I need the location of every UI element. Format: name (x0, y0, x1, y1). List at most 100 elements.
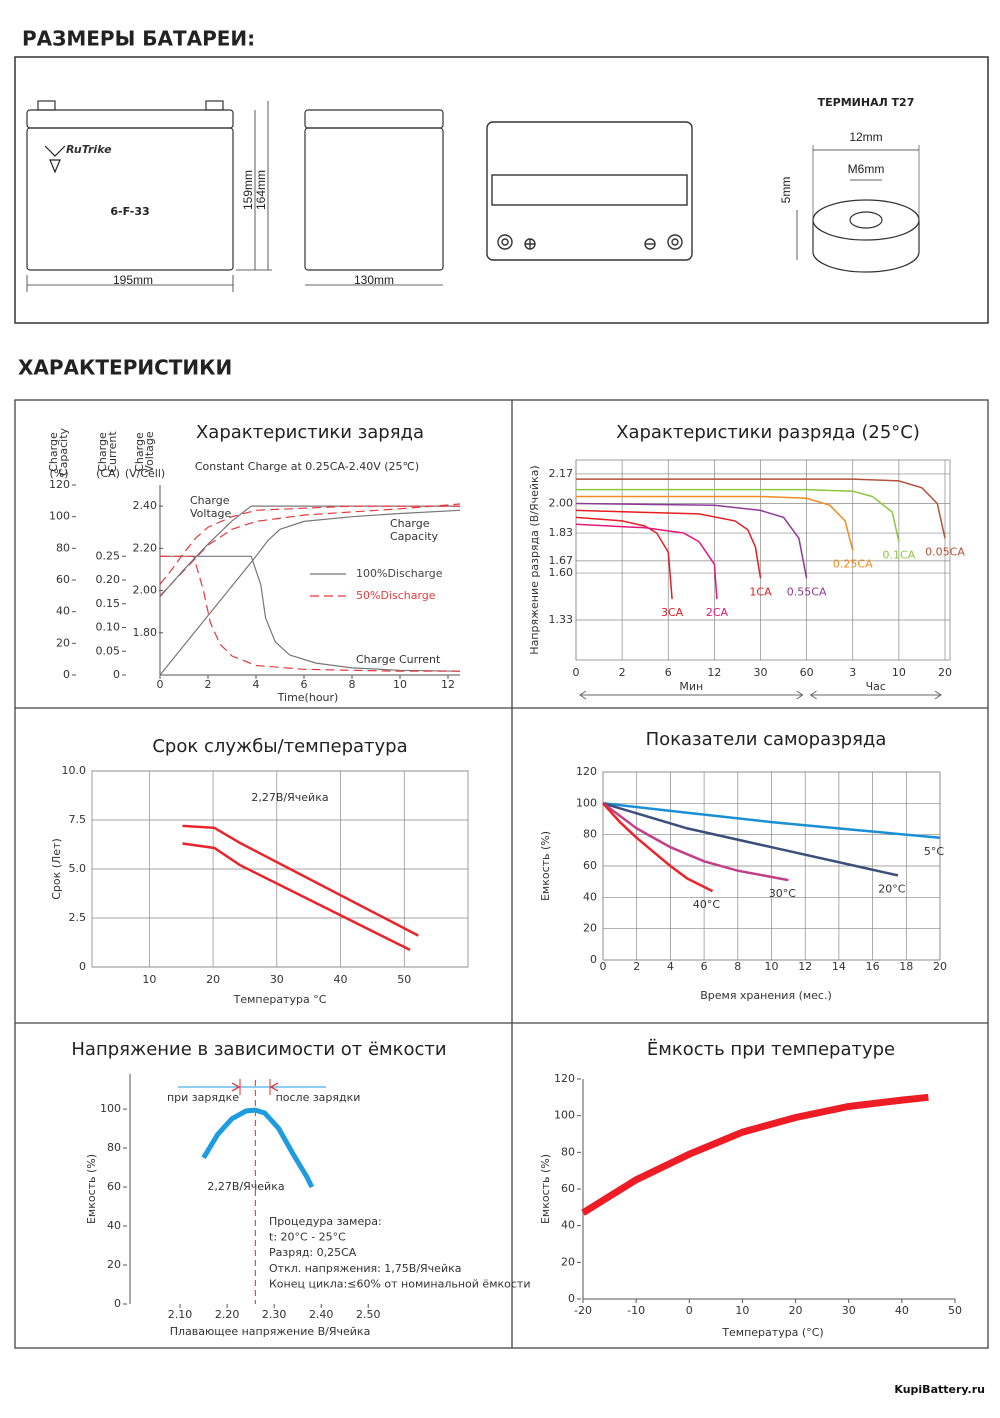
terminal-height-label: 5mm (779, 177, 793, 204)
annotation: Capacity (390, 530, 439, 543)
x-tick-label: 30 (842, 1304, 856, 1317)
x-tick-label: 20 (789, 1304, 803, 1317)
x-tick-label: 40 (895, 1304, 909, 1317)
x-tick-label: 30 (754, 666, 768, 679)
x-axis-label: Температура (°C) (721, 1326, 823, 1339)
y-tick-label: 120 (576, 765, 597, 778)
chart-title: Напряжение в зависимости от ёмкости (71, 1039, 446, 1060)
series-line (159, 505, 460, 585)
y-tick-label: 60 (561, 1182, 575, 1195)
series-line (575, 502, 808, 579)
x-tick-label: 8 (734, 960, 741, 973)
note: Конец цикла:≤60% от номинальной ёмкости (269, 1277, 530, 1290)
y-tick-label: 1.83 (549, 526, 574, 539)
y-tick-label: 60 (56, 573, 70, 586)
axis-label: Current (106, 431, 119, 473)
y-tick-label: 120 (554, 1072, 575, 1085)
y-tick-label: 80 (56, 541, 70, 554)
x-tick-label: 12 (798, 960, 812, 973)
y-axis-label: Емкость (%) (539, 1154, 552, 1224)
series-line (581, 1093, 929, 1216)
x-tick-label: 0 (157, 678, 164, 691)
x-tick-label: 2.40 (309, 1308, 334, 1321)
series-line (160, 555, 461, 672)
x-tick-label: 20 (933, 960, 947, 973)
axis-label: Charge (96, 432, 109, 472)
y-axis-label: Напряжение разряда (В/Ячейка) (528, 465, 541, 654)
series-label: 3CA (661, 606, 684, 619)
x-tick-label: 18 (899, 960, 913, 973)
annotation: Charge (190, 494, 230, 507)
battery-side (304, 109, 444, 286)
x-tick-label: -20 (574, 1304, 592, 1317)
axis-label: Voltage (143, 431, 156, 472)
y-tick-label: 20 (107, 1258, 121, 1271)
annotation: при зарядке (167, 1091, 239, 1104)
x-tick-label: 3 (849, 666, 856, 679)
y-tick-label: 10.0 (62, 764, 87, 777)
x-tick-label: 6 (665, 666, 672, 679)
chart-title: Срок службы/температура (152, 736, 407, 757)
y-tick-label: 0 (63, 668, 70, 681)
y-tick-label: 60 (107, 1180, 121, 1193)
x-tick-label: 40 (334, 973, 348, 986)
brand-logo: RuTrike (66, 143, 112, 156)
dimensions-box (14, 56, 989, 324)
axis-label: Capacity (57, 427, 70, 476)
annotation: 2,27В/Ячейка (251, 791, 328, 804)
y-tick-label: 2.5 (69, 911, 87, 924)
section-label: Мин (679, 680, 703, 693)
x-tick-label: 0 (600, 960, 607, 973)
x-tick-label: 10 (892, 666, 906, 679)
chart-title: Показатели саморазряда (646, 729, 887, 750)
x-tick-label: 30 (270, 973, 284, 986)
chart-title: Характеристики заряда (196, 422, 424, 443)
header-title: РАЗМЕРЫ БАТАРЕИ: (22, 27, 255, 51)
chart-subtitle: Constant Charge at 0.25CA-2.40V (25℃) (195, 460, 419, 473)
y-tick-label: 40 (56, 605, 70, 618)
chart-title: Ёмкость при температуре (647, 1039, 895, 1060)
y-tick-label: 2.00 (133, 584, 158, 597)
series-line (182, 842, 411, 952)
x-tick-label: 10 (393, 678, 407, 691)
x-tick-label: 0 (573, 666, 580, 679)
series-label: 0.25CA (833, 557, 873, 570)
terminal-bolt-label: M6mm (848, 162, 885, 176)
x-tick-label: 20 (206, 973, 220, 986)
x-tick-label: 2 (619, 666, 626, 679)
y-tick-label: 0 (590, 953, 597, 966)
y-tick-label: 120 (49, 478, 70, 491)
x-axis-label: Время хранения (мес.) (700, 989, 832, 1002)
y-tick-label: 80 (561, 1145, 575, 1158)
y-tick-label: 100 (576, 796, 597, 809)
series-label: 2CA (706, 606, 729, 619)
y-tick-label: 80 (583, 828, 597, 841)
annotation: после зарядки (276, 1091, 361, 1104)
x-tick-label: 2.20 (215, 1308, 240, 1321)
axis-unit: (CA) (96, 467, 120, 480)
y-tick-label: 0.05 (96, 644, 121, 657)
panels-frame (14, 399, 989, 1349)
width-label: 195mm (113, 273, 153, 287)
model: 6-F-33 (110, 205, 149, 218)
x-axis-label: Time(hour) (277, 691, 339, 704)
terminal-title: ТЕРМИНАЛ T27 (818, 96, 915, 109)
x-tick-label: 16 (866, 960, 880, 973)
series-label: 40°C (693, 898, 720, 911)
series-line (160, 555, 460, 672)
y-tick-label: 2.20 (133, 541, 158, 554)
y-tick-label: 1.60 (549, 566, 574, 579)
x-axis-label: Температура °C (233, 993, 327, 1006)
y-tick-label: 40 (583, 890, 597, 903)
x-tick-label: 6 (301, 678, 308, 691)
x-tick-label: 14 (832, 960, 846, 973)
y-tick-label: 20 (56, 636, 70, 649)
y-tick-label: 100 (49, 510, 70, 523)
y-tick-label: 2.17 (549, 467, 574, 480)
y-tick-label: 100 (554, 1109, 575, 1122)
battery-front (26, 100, 272, 292)
y-axis-label: Емкость (%) (539, 831, 552, 901)
series-line (602, 802, 714, 893)
series-line (576, 495, 854, 551)
y-tick-label: 0.15 (96, 597, 121, 610)
